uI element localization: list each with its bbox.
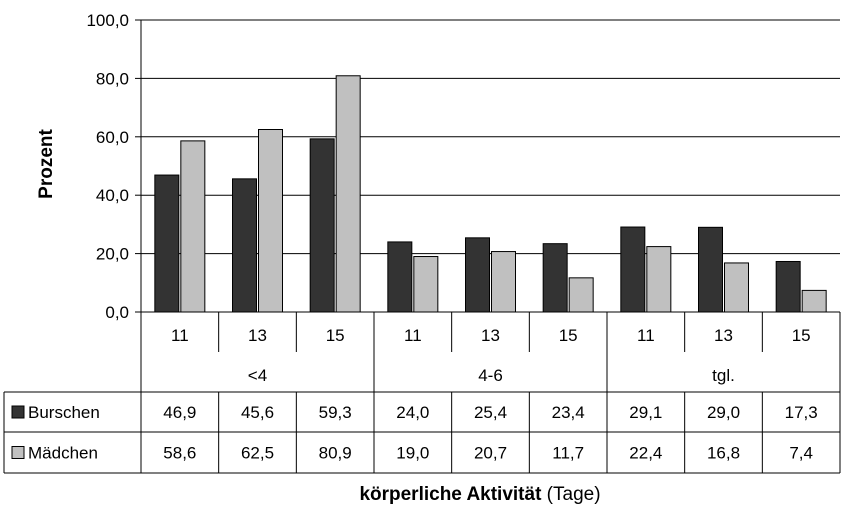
bar-burschen xyxy=(232,178,257,313)
data-cell: 20,7 xyxy=(474,444,507,463)
legend-key xyxy=(11,446,25,459)
bar-m-dchen xyxy=(335,75,361,313)
bar-burschen xyxy=(309,138,335,313)
y-tick-label: 20,0 xyxy=(96,245,129,264)
bar-burschen xyxy=(620,226,646,313)
bar-m-dchen xyxy=(413,256,439,313)
bar-burschen xyxy=(465,237,490,313)
bar-m-dchen xyxy=(646,246,672,313)
category-label: 13 xyxy=(714,326,733,345)
data-cell: 25,4 xyxy=(474,403,507,422)
data-cell: 46,9 xyxy=(163,403,196,422)
data-cell: 59,3 xyxy=(319,403,352,422)
data-table: 11 13 15 11 13 15 11 13 15 <4 4-6 tgl. Burschen 46,9 4… xyxy=(3,312,841,474)
group-label: 4-6 xyxy=(478,366,503,385)
data-cell: 24,0 xyxy=(396,403,429,422)
legend-key xyxy=(11,405,25,419)
data-cell: 19,0 xyxy=(396,444,429,463)
group-label: <4 xyxy=(248,366,267,385)
data-cell: 22,4 xyxy=(629,444,662,463)
data-cell: 62,5 xyxy=(241,444,274,463)
category-label: 15 xyxy=(559,326,578,345)
data-cell: 58,6 xyxy=(163,444,196,463)
data-cell: 16,8 xyxy=(707,444,740,463)
data-cell: 29,0 xyxy=(707,403,740,422)
y-tick-label: 80,0 xyxy=(96,69,129,88)
data-cell: 29,1 xyxy=(629,403,662,422)
y-tick-labels: 0,0 20,0 40,0 60,0 80,0 100,0 xyxy=(86,11,129,322)
category-label: 15 xyxy=(326,326,345,345)
bar-m-dchen xyxy=(801,289,827,313)
data-cell: 80,9 xyxy=(319,444,352,463)
y-tick-label: 40,0 xyxy=(96,186,129,205)
bar-m-dchen xyxy=(568,277,594,313)
legend-label: Burschen xyxy=(28,403,100,422)
bar-burschen xyxy=(387,241,413,313)
bar-m-dchen xyxy=(724,262,749,313)
data-cell: 7,4 xyxy=(789,444,813,463)
category-label: 11 xyxy=(637,326,655,345)
data-cell: 11,7 xyxy=(552,444,584,463)
gridlines xyxy=(141,19,840,255)
data-cell: 17,3 xyxy=(785,403,818,422)
x-axis-title-unit: (Tage) xyxy=(541,484,600,505)
bar-burschen xyxy=(154,174,180,313)
bar-burschen xyxy=(775,260,801,313)
bar-burschen xyxy=(542,243,568,313)
group-label: tgl. xyxy=(712,366,735,385)
x-axis-title: körperliche Aktivität (Tage) xyxy=(359,484,600,505)
category-label: 13 xyxy=(481,326,500,345)
y-tick-label: 100,0 xyxy=(86,11,129,30)
category-label: 11 xyxy=(404,326,422,345)
legend-label: Mädchen xyxy=(28,444,98,463)
bar-m-dchen xyxy=(491,251,516,313)
bar-m-dchen xyxy=(180,140,206,313)
bar-m-dchen xyxy=(258,129,283,313)
bar-burschen xyxy=(698,226,723,313)
axes xyxy=(135,19,840,313)
bars xyxy=(154,75,827,313)
x-axis-title-bold: körperliche Aktivität xyxy=(359,484,542,505)
y-tick-label: 0,0 xyxy=(105,303,129,322)
category-label: 11 xyxy=(171,326,189,345)
data-cell: 45,6 xyxy=(241,403,274,422)
data-cell: 23,4 xyxy=(552,403,585,422)
category-label: 13 xyxy=(248,326,267,345)
category-label: 15 xyxy=(792,326,811,345)
y-axis-label: Prozent xyxy=(36,128,57,198)
y-tick-label: 60,0 xyxy=(96,128,129,147)
